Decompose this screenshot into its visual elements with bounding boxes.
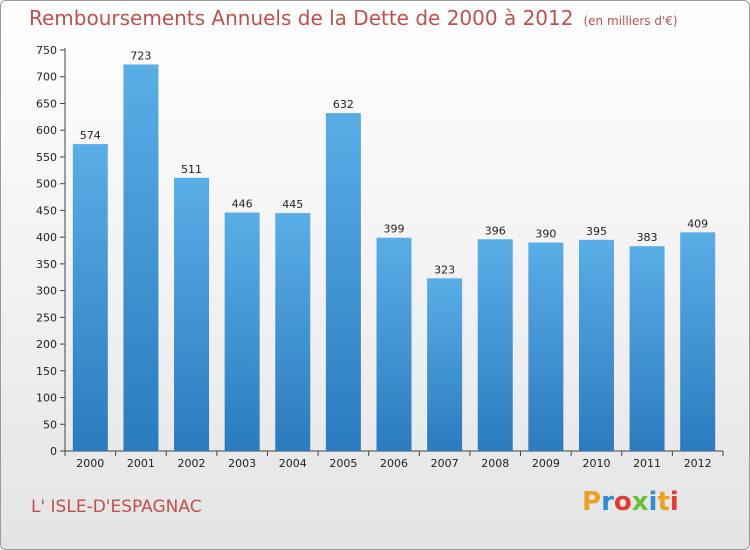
bar — [123, 64, 159, 451]
bar — [325, 113, 361, 451]
x-tick-label: 2003 — [228, 457, 256, 470]
bar-value-label: 396 — [485, 224, 506, 237]
y-tick-label: 50 — [43, 418, 57, 431]
bar — [578, 239, 614, 451]
bar — [224, 212, 260, 451]
y-tick-label: 0 — [50, 445, 57, 458]
y-tick-label: 100 — [36, 392, 57, 405]
bar-value-label: 323 — [434, 263, 455, 276]
x-tick-label: 2010 — [582, 457, 610, 470]
y-tick-label: 550 — [36, 151, 57, 164]
y-tick-label: 150 — [36, 365, 57, 378]
x-tick-label: 2005 — [329, 457, 357, 470]
y-tick-label: 600 — [36, 124, 57, 137]
bar-value-label: 511 — [181, 163, 202, 176]
bar — [427, 278, 463, 451]
logo-letter: o — [613, 487, 632, 517]
bar — [629, 246, 665, 451]
y-tick-label: 750 — [36, 44, 57, 57]
x-tick-label: 2002 — [178, 457, 206, 470]
logo-letter: r — [601, 487, 614, 517]
y-tick-label: 350 — [36, 258, 57, 271]
bar-value-label: 395 — [586, 225, 607, 238]
chart-title: Remboursements Annuels de la Dette de 20… — [29, 6, 678, 30]
logo-letter: P — [582, 487, 602, 517]
chart-unit: (en milliers d'€) — [583, 14, 678, 28]
x-tick-label: 2000 — [76, 457, 104, 470]
x-tick-label: 2012 — [684, 457, 712, 470]
logo-letter: t — [657, 487, 670, 517]
bar — [477, 239, 513, 451]
y-tick-label: 700 — [36, 71, 57, 84]
bar-value-label: 632 — [333, 98, 354, 111]
bar-value-label: 409 — [687, 217, 708, 230]
proxiti-logo: Proxiti — [582, 487, 679, 517]
value-labels: 574 723 511 446 445 632 399 323 396 390 395 383 409 — [80, 49, 708, 276]
bar-value-label: 445 — [282, 198, 303, 211]
x-tick-label: 2006 — [380, 457, 408, 470]
bar — [528, 242, 564, 451]
y-tick-label: 650 — [36, 97, 57, 110]
x-tick-label: 2004 — [279, 457, 307, 470]
logo-letter: i — [648, 487, 658, 517]
bars — [72, 64, 716, 452]
bar-value-label: 399 — [384, 223, 405, 236]
bar — [72, 144, 108, 452]
bar-value-label: 383 — [637, 231, 658, 244]
bar-value-label: 390 — [535, 227, 556, 240]
x-tick-label: 2011 — [633, 457, 661, 470]
bar-value-label: 574 — [80, 129, 101, 142]
y-tick-label: 450 — [36, 204, 57, 217]
x-tick-label: 2007 — [431, 457, 459, 470]
y-tick-label: 400 — [36, 231, 57, 244]
logo-letter: i — [669, 487, 679, 517]
y-tick-label: 500 — [36, 178, 57, 191]
x-tick-label: 2001 — [127, 457, 155, 470]
bar — [275, 213, 311, 451]
y-tick-label: 250 — [36, 311, 57, 324]
y-tick-label: 300 — [36, 285, 57, 298]
bar — [376, 237, 412, 451]
bar-value-label: 723 — [130, 49, 151, 62]
y-tick-label: 200 — [36, 338, 57, 351]
bar — [174, 177, 210, 451]
chart-title-text: Remboursements Annuels de la Dette de 20… — [29, 6, 574, 30]
axes: 0 50 100 150 200 250 300 350 400 450 500 550 600 650 7… — [36, 44, 724, 470]
logo-letter: x — [631, 487, 649, 517]
x-tick-label: 2008 — [481, 457, 509, 470]
bar-value-label: 446 — [232, 198, 253, 211]
commune-name: L' ISLE-D'ESPAGNAC — [31, 497, 202, 517]
bar — [680, 232, 716, 451]
x-tick-label: 2009 — [532, 457, 560, 470]
